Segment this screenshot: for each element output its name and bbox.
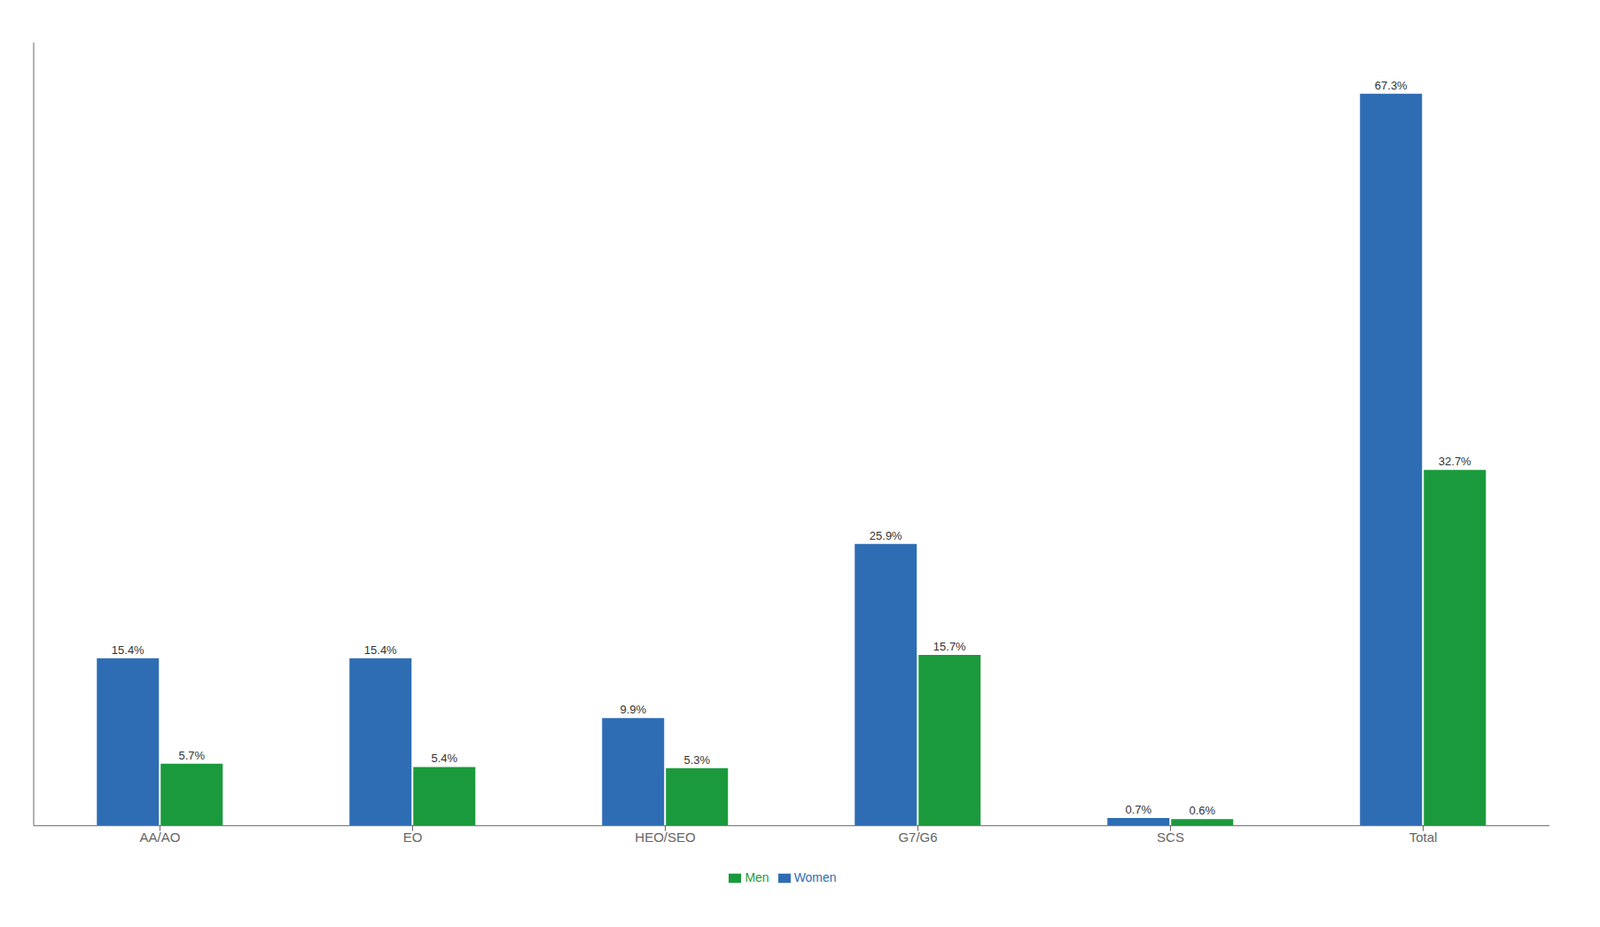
svg-text:32.7%: 32.7% xyxy=(1438,454,1472,469)
svg-text:15.4%: 15.4% xyxy=(111,643,145,657)
svg-text:25.9%: 25.9% xyxy=(869,529,903,543)
svg-text:EO: EO xyxy=(403,829,423,845)
html-text:Men: Men xyxy=(744,870,770,885)
svg-text:Total: Total xyxy=(1409,829,1438,845)
svg-text:5.3%: 5.3% xyxy=(683,753,711,767)
svg-text:HEO/SEO: HEO/SEO xyxy=(634,829,695,845)
svg-text:67.3%: 67.3% xyxy=(1374,78,1408,93)
svg-text:9.9%: 9.9% xyxy=(619,702,647,717)
svg-text:0.7%: 0.7% xyxy=(1124,803,1152,817)
html-text:Women: Women xyxy=(793,870,837,885)
svg-text:5.4%: 5.4% xyxy=(430,751,458,765)
svg-text:G7/G6: G7/G6 xyxy=(897,829,937,845)
svg-text:SCS: SCS xyxy=(1156,829,1185,845)
svg-text:0.6%: 0.6% xyxy=(1188,803,1216,818)
svg-text:5.7%: 5.7% xyxy=(178,749,205,763)
svg-text:15.4%: 15.4% xyxy=(364,643,398,657)
svg-text:15.7%: 15.7% xyxy=(933,640,967,654)
svg-text:AA/AO: AA/AO xyxy=(140,829,181,845)
